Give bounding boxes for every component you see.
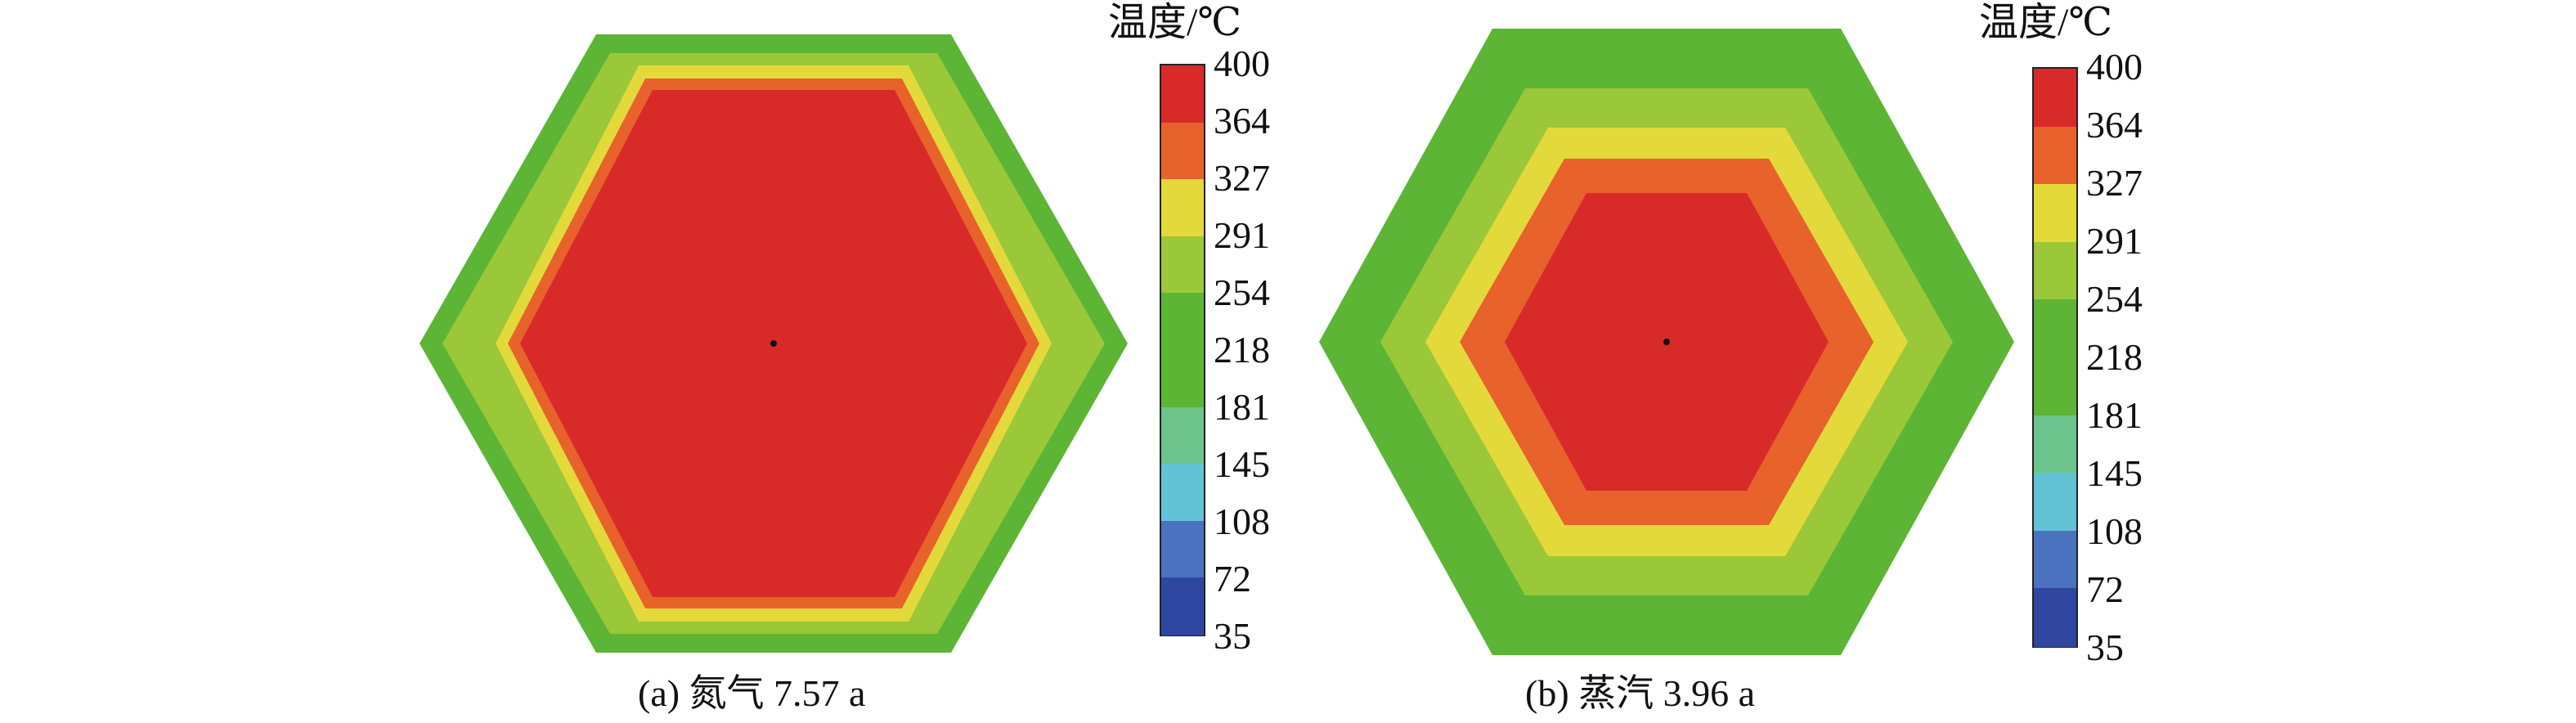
colorbar-band [2034,357,2076,416]
colorbar-band [1161,350,1204,408]
temperature-map-b [1319,29,2014,655]
panel-a: 温度/℃ 400 364 327 291 254 218 181 145 108 72 35 (a)… [420,1,1270,714]
colorbar-tick-label: 35 [2086,626,2124,668]
colorbar-tick-label: 181 [1214,386,1270,428]
colorbar-tick-label: 145 [1214,443,1270,485]
center-marker [770,340,777,347]
colorbar-tick-label: 35 [1214,615,1251,657]
colorbar-tick-label: 364 [2086,104,2143,146]
legend-title: 温度/℃ [1108,1,1242,44]
colorbar-band [1161,406,1204,465]
colorbar-tick-label: 72 [2086,568,2124,610]
colorbar-band [2034,241,2076,301]
colorbar-band [1161,293,1204,351]
colorbar-band [2034,473,2076,532]
colorbar-b [2032,67,2078,648]
colorbar-band [1161,236,1204,294]
colorbar-band [2034,184,2076,243]
colorbar-band [1161,464,1204,522]
colorbar-band [2034,126,2076,186]
colorbar-band [2034,69,2076,128]
caption-b: (b) 蒸汽 3.96 a [1525,672,1756,714]
caption-a: (a) 氮气 7.57 a [638,672,866,714]
colorbar-tick-label: 218 [2086,336,2143,378]
colorbar-band [1161,65,1204,123]
colorbar-tick-label: 291 [2086,220,2143,262]
colorbar-band [2034,415,2076,474]
center-marker [1663,339,1670,345]
legend-title: 温度/℃ [1979,1,2113,44]
colorbar-band [2034,588,2076,647]
colorbar-tick-label: 254 [1214,272,1270,313]
colorbar-tick-label: 108 [1214,501,1270,542]
colorbar-tick-label: 364 [1214,100,1270,141]
panel-b: 温度/℃ 400 364 327 291 254 218 181 145 108 72 35 (b)… [1288,0,2576,723]
temperature-map-a [420,34,1128,653]
colorbar-tick-label: 327 [1214,157,1270,199]
colorbar-tick-label: 218 [1214,329,1270,370]
colorbar-tick-label: 400 [1214,43,1270,84]
colorbar-tick-label: 291 [1214,214,1270,256]
colorbar-tick-label: 181 [2086,394,2143,436]
colorbar-band [2034,530,2076,590]
colorbar-band [1161,122,1204,181]
colorbar-tick-label: 108 [2086,510,2143,552]
colorbar-tick-label: 254 [2086,278,2143,320]
colorbar-tick-label: 145 [2086,452,2143,494]
colorbar-band [1161,520,1204,579]
colorbar-tick-label: 72 [1214,558,1251,600]
colorbar-tick-label: 327 [2086,162,2143,204]
colorbar-band [1161,577,1204,635]
colorbar-a [1160,64,1205,636]
colorbar-band [1161,179,1204,237]
colorbar-band [2034,299,2076,358]
colorbar-tick-label: 400 [2086,46,2143,88]
